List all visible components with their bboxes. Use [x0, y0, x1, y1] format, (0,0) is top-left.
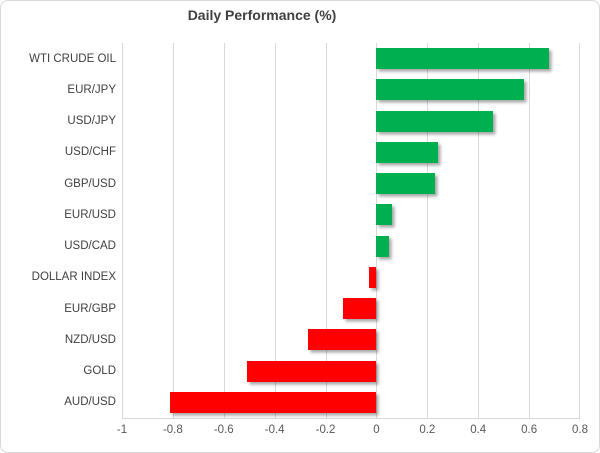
x-tick-label: -1 — [116, 424, 128, 436]
x-tick-label: 0 — [373, 424, 380, 436]
plot-area — [122, 43, 580, 419]
x-tick-label: 0.2 — [419, 424, 436, 436]
y-axis-category-labels: WTI CRUDE OIL EUR/JPY USD/JPY USD/CHF GBP/US… — [1, 43, 116, 418]
bar — [376, 173, 435, 195]
x-tick-label: 0.4 — [470, 424, 487, 436]
gridline — [529, 43, 531, 418]
bar — [307, 329, 377, 351]
bar — [343, 298, 377, 320]
category-label: USD/JPY — [67, 115, 116, 128]
gridline — [376, 43, 378, 418]
x-tick-label: -0.4 — [264, 424, 285, 436]
bar — [376, 235, 390, 257]
category-label: DOLLAR INDEX — [31, 271, 116, 284]
category-label: EUR/USD — [64, 208, 116, 221]
category-label: EUR/GBP — [64, 302, 116, 315]
chart-title: Daily Performance (%) — [187, 7, 337, 23]
bar — [170, 391, 377, 413]
bar — [376, 48, 550, 70]
gridline — [478, 43, 480, 418]
bar — [246, 360, 377, 382]
gridline — [122, 43, 123, 418]
category-label: WTI CRUDE OIL — [29, 52, 116, 65]
gridline — [172, 43, 174, 418]
x-tick-label: -0.2 — [315, 424, 336, 436]
bar — [376, 141, 438, 163]
gridline — [325, 43, 327, 418]
bar — [376, 204, 392, 226]
category-label: GBP/USD — [64, 177, 116, 190]
category-label: GOLD — [83, 365, 116, 378]
category-label: USD/CAD — [64, 240, 116, 253]
category-label: NZD/USD — [64, 333, 116, 346]
bar — [368, 266, 377, 288]
gridline — [274, 43, 276, 418]
gridline — [223, 43, 225, 418]
category-label: EUR/JPY — [67, 83, 116, 96]
x-tick-label: -0.6 — [213, 424, 234, 436]
bar — [376, 79, 524, 101]
x-tick-label: 0.8 — [572, 424, 588, 436]
gridline — [579, 43, 580, 418]
bar — [376, 110, 494, 132]
x-axis-tick-labels: -1 -0.8 -0.6 -0.4 -0.2 0 0.2 0.4 0.6 0.8 — [117, 424, 588, 440]
gridline — [427, 43, 429, 418]
category-label: AUD/USD — [64, 396, 116, 409]
x-tick-label: -0.8 — [162, 424, 183, 436]
category-label: USD/CHF — [64, 146, 116, 159]
x-tick-label: 0.6 — [521, 424, 538, 436]
